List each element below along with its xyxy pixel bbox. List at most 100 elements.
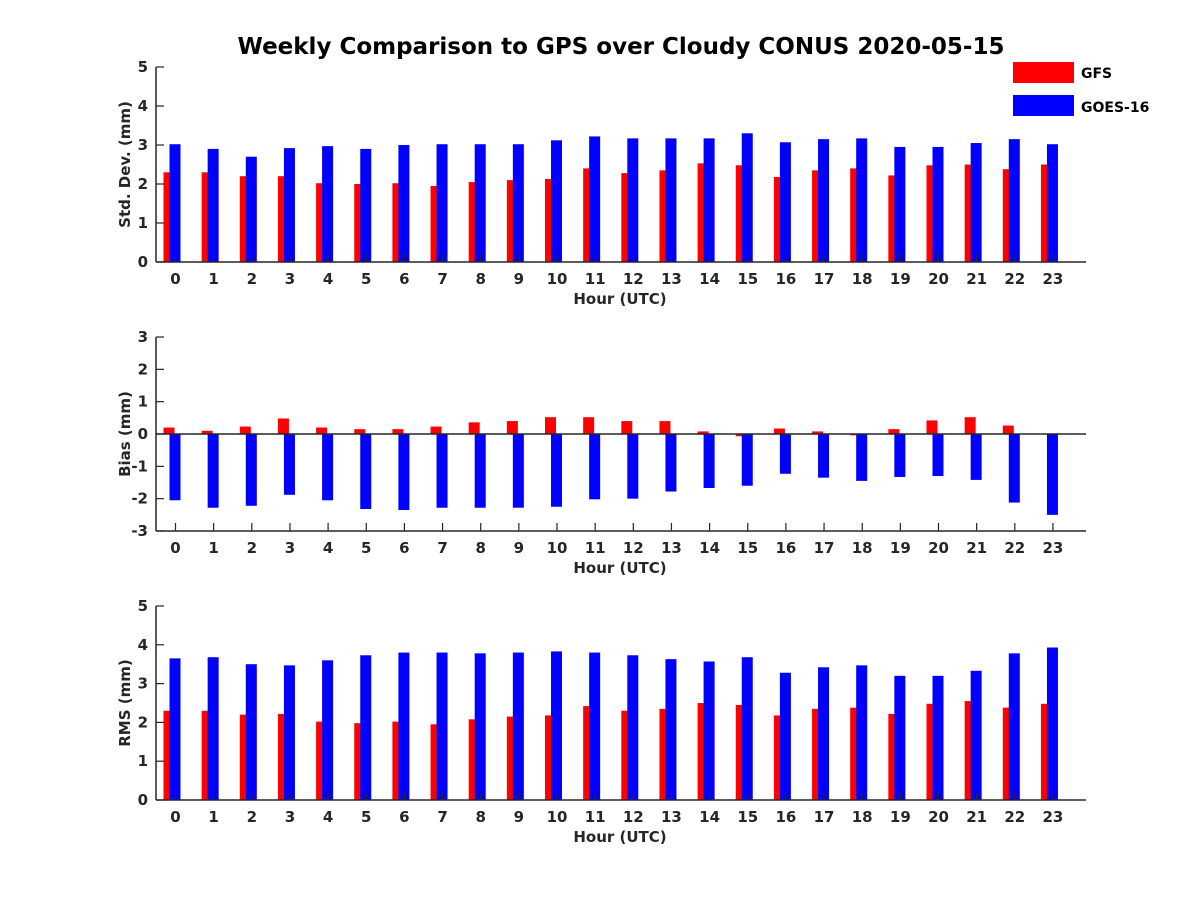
std-dev-y-tick-label: 5 xyxy=(138,58,148,76)
chart-title: Weekly Comparison to GPS over Cloudy CON… xyxy=(238,34,1005,60)
bias-x-tick-label: 3 xyxy=(285,539,295,557)
bias-bar-gfs-6 xyxy=(392,429,404,434)
rms-bar-goes16-15 xyxy=(741,657,753,800)
bias-x-tick-label: 8 xyxy=(475,539,485,557)
bias-bar-gfs-7 xyxy=(430,426,442,434)
std-dev-x-tick-label: 16 xyxy=(775,270,796,288)
bias-x-tick-label: 15 xyxy=(737,539,758,557)
bias-x-tick-label: 9 xyxy=(514,539,524,557)
bias-bar-gfs-16 xyxy=(773,428,785,434)
rms-bar-goes16-0 xyxy=(169,658,181,800)
bias-y-tick-label: 0 xyxy=(138,425,148,443)
std-dev-x-tick-label: 10 xyxy=(547,270,568,288)
rms-bar-goes16-17 xyxy=(818,667,830,800)
std-dev-y-axis-label: Std. Dev. (mm) xyxy=(116,101,134,228)
rms-bar-goes16-5 xyxy=(360,655,372,800)
std-dev-x-tick-label: 14 xyxy=(699,270,720,288)
std-dev-x-tick-label: 17 xyxy=(814,270,835,288)
rms-x-tick-label: 6 xyxy=(399,808,409,826)
bias-bar-goes16-12 xyxy=(627,434,639,499)
rms-x-tick-label: 5 xyxy=(361,808,371,826)
std-dev-bar-gfs-11 xyxy=(583,168,595,262)
std-dev-bar-gfs-18 xyxy=(850,168,862,262)
bias-bar-gfs-4 xyxy=(316,427,328,434)
bias-bar-gfs-1 xyxy=(201,430,213,434)
rms-bar-gfs-1 xyxy=(201,710,213,800)
std-dev-bar-gfs-17 xyxy=(812,170,824,262)
bias-x-tick-label: 16 xyxy=(775,539,796,557)
std-dev-bar-gfs-8 xyxy=(468,182,480,262)
bias-bar-gfs-9 xyxy=(506,421,518,434)
std-dev-bar-gfs-6 xyxy=(392,183,404,262)
bias-x-tick-label: 2 xyxy=(247,539,257,557)
std-dev-bar-goes16-12 xyxy=(627,138,639,262)
bias-bar-gfs-17 xyxy=(812,431,824,434)
std-dev-bar-goes16-5 xyxy=(360,148,372,262)
rms-bar-goes16-21 xyxy=(970,670,982,800)
rms-x-tick-label: 7 xyxy=(437,808,447,826)
std-dev-y-tick-label: 4 xyxy=(138,97,148,115)
rms-bar-gfs-16 xyxy=(773,715,785,800)
bias-x-tick-label: 0 xyxy=(170,539,180,557)
rms-bar-goes16-18 xyxy=(856,665,868,800)
rms-bar-goes16-12 xyxy=(627,655,639,800)
bias-x-tick-label: 1 xyxy=(208,539,218,557)
std-dev-bar-gfs-23 xyxy=(1040,164,1052,262)
rms-bar-goes16-3 xyxy=(283,665,295,800)
legend-label-gfs: GFS xyxy=(1081,66,1112,82)
bias-bar-goes16-19 xyxy=(894,434,906,478)
std-dev-bar-goes16-14 xyxy=(703,138,715,262)
legend-swatch-goes16 xyxy=(1013,95,1074,116)
bias-bar-gfs-22 xyxy=(1002,425,1014,434)
rms-y-axis-label: RMS (mm) xyxy=(116,659,134,746)
legend-label-goes16: GOES-16 xyxy=(1081,100,1149,116)
bias-bar-goes16-22 xyxy=(1008,434,1020,503)
bias-bar-gfs-12 xyxy=(621,421,633,434)
rms-x-tick-label: 22 xyxy=(1004,808,1025,826)
rms-bar-gfs-8 xyxy=(468,719,480,800)
std-dev-x-tick-label: 3 xyxy=(285,270,295,288)
rms-bar-gfs-0 xyxy=(163,710,175,800)
rms-bar-gfs-5 xyxy=(354,723,366,800)
rms-bar-gfs-12 xyxy=(621,710,633,800)
bias-x-tick-label: 17 xyxy=(814,539,835,557)
rms-bar-gfs-22 xyxy=(1002,707,1014,800)
bias-x-tick-label: 22 xyxy=(1004,539,1025,557)
std-dev-bar-goes16-9 xyxy=(512,144,524,262)
std-dev-bar-gfs-13 xyxy=(659,170,671,262)
bias-y-tick-label: -1 xyxy=(131,457,148,475)
rms-bar-goes16-7 xyxy=(436,652,448,800)
std-dev-bar-goes16-21 xyxy=(970,143,982,262)
rms-x-tick-label: 23 xyxy=(1043,808,1064,826)
bias-x-tick-label: 7 xyxy=(437,539,447,557)
bias-y-tick-label: 3 xyxy=(138,328,148,346)
bias-y-tick-label: 1 xyxy=(138,393,148,411)
std-dev-bar-goes16-15 xyxy=(741,133,753,262)
rms-bar-gfs-21 xyxy=(964,701,976,800)
bias-bar-gfs-8 xyxy=(468,422,480,434)
rms-x-tick-label: 11 xyxy=(585,808,606,826)
bias-bar-goes16-17 xyxy=(818,434,830,478)
rms-x-tick-label: 10 xyxy=(547,808,568,826)
rms-y-tick-label: 1 xyxy=(138,752,148,770)
std-dev-x-axis-label: Hour (UTC) xyxy=(573,290,666,308)
std-dev-bar-goes16-19 xyxy=(894,146,906,262)
bias-bar-goes16-16 xyxy=(779,434,791,474)
std-dev-bar-goes16-11 xyxy=(589,136,601,262)
rms-x-tick-label: 20 xyxy=(928,808,949,826)
bias-bar-gfs-14 xyxy=(697,431,709,434)
bias-x-tick-label: 13 xyxy=(661,539,682,557)
rms-bar-goes16-10 xyxy=(551,651,562,800)
rms-bar-gfs-18 xyxy=(850,707,862,800)
bias-bar-gfs-3 xyxy=(277,418,289,434)
bias-bar-goes16-6 xyxy=(398,434,410,510)
rms-bar-goes16-20 xyxy=(932,675,944,800)
bias-y-axis-label: Bias (mm) xyxy=(116,391,134,477)
rms-bar-gfs-23 xyxy=(1040,703,1052,800)
bias-y-tick-label: 2 xyxy=(138,360,148,378)
rms-bar-gfs-6 xyxy=(392,721,404,800)
std-dev-bar-gfs-5 xyxy=(354,184,366,262)
